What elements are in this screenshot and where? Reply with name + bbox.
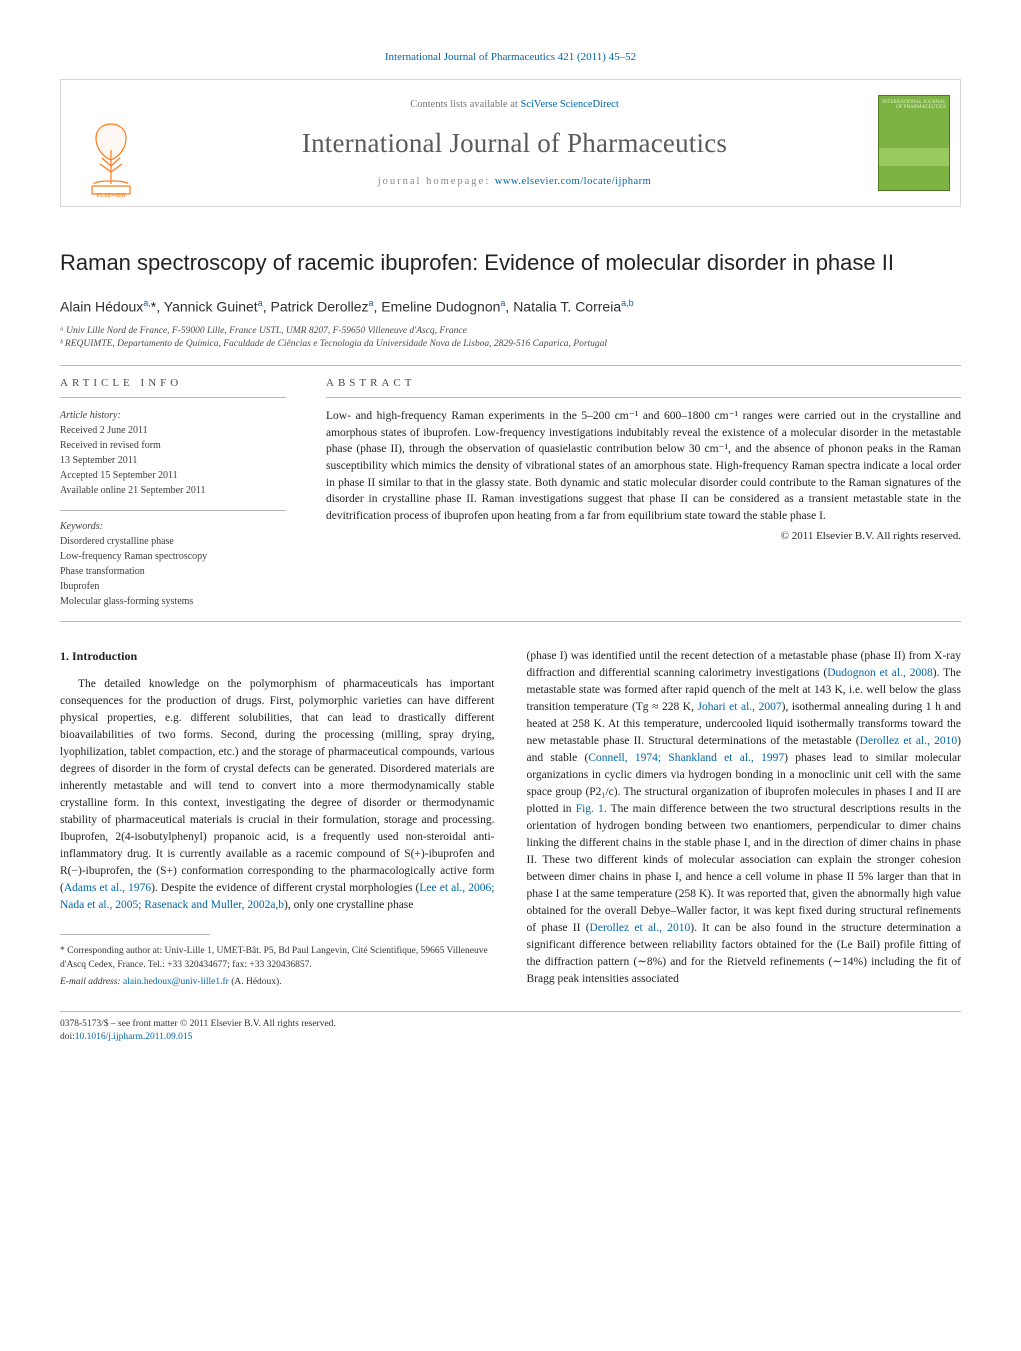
homepage-line: journal homepage: www.elsevier.com/locat… <box>171 175 858 189</box>
history-line: 13 September 2011 <box>60 453 286 468</box>
affiliation-b: ᵇ REQUIMTE, Departamento de Química, Fac… <box>60 338 961 351</box>
rule-below-abstract <box>60 621 961 622</box>
page: International Journal of Pharmaceutics 4… <box>0 0 1021 1104</box>
elsevier-logo-icon: ELSEVIER <box>80 114 142 198</box>
body-paragraph-right: (phase I) was identified until the recen… <box>527 648 962 988</box>
body-text: ). Despite the evidence of different cry… <box>151 882 419 894</box>
citation-link[interactable]: Adams et al., 1976 <box>64 882 151 894</box>
affiliations: ᵃ Univ Lille Nord de France, F-59000 Lil… <box>60 325 961 352</box>
body-paragraph-left: The detailed knowledge on the polymorphi… <box>60 676 495 914</box>
doi-label: doi: <box>60 1032 75 1042</box>
homepage-url-link[interactable]: www.elsevier.com/locate/ijpharm <box>495 176 652 187</box>
front-matter-line: 0378-5173/$ – see front matter © 2011 El… <box>60 1018 961 1031</box>
history-line: Available online 21 September 2011 <box>60 483 286 498</box>
bottom-meta: 0378-5173/$ – see front matter © 2011 El… <box>60 1011 961 1044</box>
citation-link[interactable]: Dudognon et al., 2008 <box>827 667 933 679</box>
cover-small-title: INTERNATIONAL JOURNAL OF PHARMACEUTICS <box>882 100 946 111</box>
masthead-center: Contents lists available at SciVerse Sci… <box>161 80 868 206</box>
corresponding-author-footnote: * Corresponding author at: Univ-Lille 1,… <box>60 945 495 972</box>
masthead: ELSEVIER Contents lists available at Sci… <box>60 79 961 207</box>
keyword: Disordered crystalline phase <box>60 534 286 549</box>
journal-name: International Journal of Pharmaceutics <box>171 125 858 161</box>
body-two-columns: 1. Introduction The detailed knowledge o… <box>60 648 961 989</box>
article-title: Raman spectroscopy of racemic ibuprofen:… <box>60 249 961 277</box>
authors-line: Alain Hédouxa,*, Yannick Guineta, Patric… <box>60 297 961 317</box>
svg-text:ELSEVIER: ELSEVIER <box>96 192 126 198</box>
cover-band <box>879 148 949 166</box>
figure-link[interactable]: Fig. 1 <box>576 803 604 815</box>
history-line: Received 2 June 2011 <box>60 423 286 438</box>
history-label: Article history: <box>60 410 121 421</box>
article-info-heading: ARTICLE INFO <box>60 366 286 398</box>
footnote-rule <box>60 934 210 941</box>
citation-link[interactable]: Connell, 1974; Shankland et al., 1997 <box>588 752 784 764</box>
citation-link[interactable]: Derollez et al., 2010 <box>590 922 691 934</box>
abstract-heading: ABSTRACT <box>326 366 961 398</box>
sciencedirect-link[interactable]: SciVerse ScienceDirect <box>520 99 618 110</box>
contents-available-line: Contents lists available at SciVerse Sci… <box>171 98 858 112</box>
keyword: Low-frequency Raman spectroscopy <box>60 549 286 564</box>
article-history-block: Article history: Received 2 June 2011 Re… <box>60 408 286 609</box>
body-text: The detailed knowledge on the polymorphi… <box>60 678 495 894</box>
history-line: Accepted 15 September 2011 <box>60 468 286 483</box>
keywords-label: Keywords: <box>60 521 103 532</box>
journal-cover-thumbnail: INTERNATIONAL JOURNAL OF PHARMACEUTICS <box>878 95 950 191</box>
affiliation-a: ᵃ Univ Lille Nord de France, F-59000 Lil… <box>60 325 961 338</box>
keyword: Ibuprofen <box>60 579 286 594</box>
section-heading-introduction: 1. Introduction <box>60 648 495 664</box>
article-info-column: ARTICLE INFO Article history: Received 2… <box>60 366 286 609</box>
publisher-logo-box: ELSEVIER <box>61 80 161 206</box>
header-citation-link[interactable]: International Journal of Pharmaceutics 4… <box>60 50 961 65</box>
keyword: Molecular glass-forming systems <box>60 594 286 609</box>
body-left-column: 1. Introduction The detailed knowledge o… <box>60 648 495 989</box>
email-label: E-mail address: <box>60 977 123 987</box>
abstract-copyright: © 2011 Elsevier B.V. All rights reserved… <box>326 529 961 544</box>
email-link[interactable]: alain.hedoux@univ-lille1.fr <box>123 977 229 987</box>
journal-cover-box: INTERNATIONAL JOURNAL OF PHARMACEUTICS <box>868 80 960 206</box>
citation-link[interactable]: Derollez et al., 2010 <box>860 735 958 747</box>
body-text: . The main difference between the two st… <box>527 803 962 934</box>
history-line: Received in revised form <box>60 438 286 453</box>
abstract-text: Low- and high-frequency Raman experiment… <box>326 408 961 525</box>
homepage-label: journal homepage: <box>378 176 495 187</box>
email-footnote: E-mail address: alain.hedoux@univ-lille1… <box>60 976 495 989</box>
citation-link[interactable]: Johari et al., 2007 <box>698 701 782 713</box>
keyword: Phase transformation <box>60 564 286 579</box>
doi-link[interactable]: 10.1016/j.ijpharm.2011.09.015 <box>75 1032 193 1042</box>
body-right-column: (phase I) was identified until the recen… <box>527 648 962 989</box>
abstract-column: ABSTRACT Low- and high-frequency Raman e… <box>326 366 961 609</box>
info-abstract-row: ARTICLE INFO Article history: Received 2… <box>60 366 961 609</box>
contents-prefix: Contents lists available at <box>410 99 520 110</box>
email-tail: (A. Hédoux). <box>229 977 282 987</box>
body-text: ), only one crystalline phase <box>284 899 413 911</box>
